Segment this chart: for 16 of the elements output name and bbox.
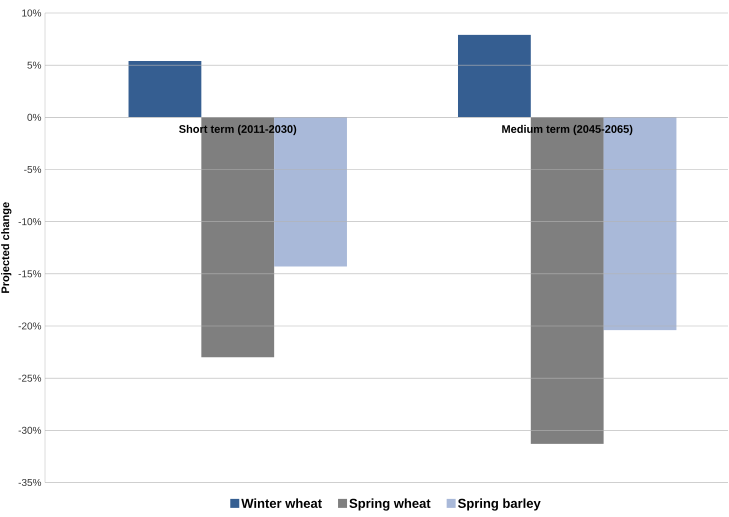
y-tick-label: -25% xyxy=(18,374,42,382)
legend-label: Spring wheat xyxy=(349,498,430,511)
bar xyxy=(128,60,202,118)
y-tick-label: -35% xyxy=(18,478,42,486)
legend-label: Winter wheat xyxy=(241,498,322,508)
y-tick-label: -30% xyxy=(18,426,42,434)
y-tick-label: -15% xyxy=(18,270,42,278)
y-tick-label: -20% xyxy=(18,322,42,330)
y-tick-label: 10% xyxy=(22,9,42,17)
legend-label: Spring barley xyxy=(458,498,541,511)
y-tick-label: 5% xyxy=(27,62,42,69)
y-axis-title: Projected change xyxy=(1,202,12,293)
bar xyxy=(458,34,531,118)
y-tick-label: -10% xyxy=(18,218,42,226)
y-tick-label: -5% xyxy=(24,166,42,174)
y-tick-label: 0% xyxy=(27,114,42,121)
